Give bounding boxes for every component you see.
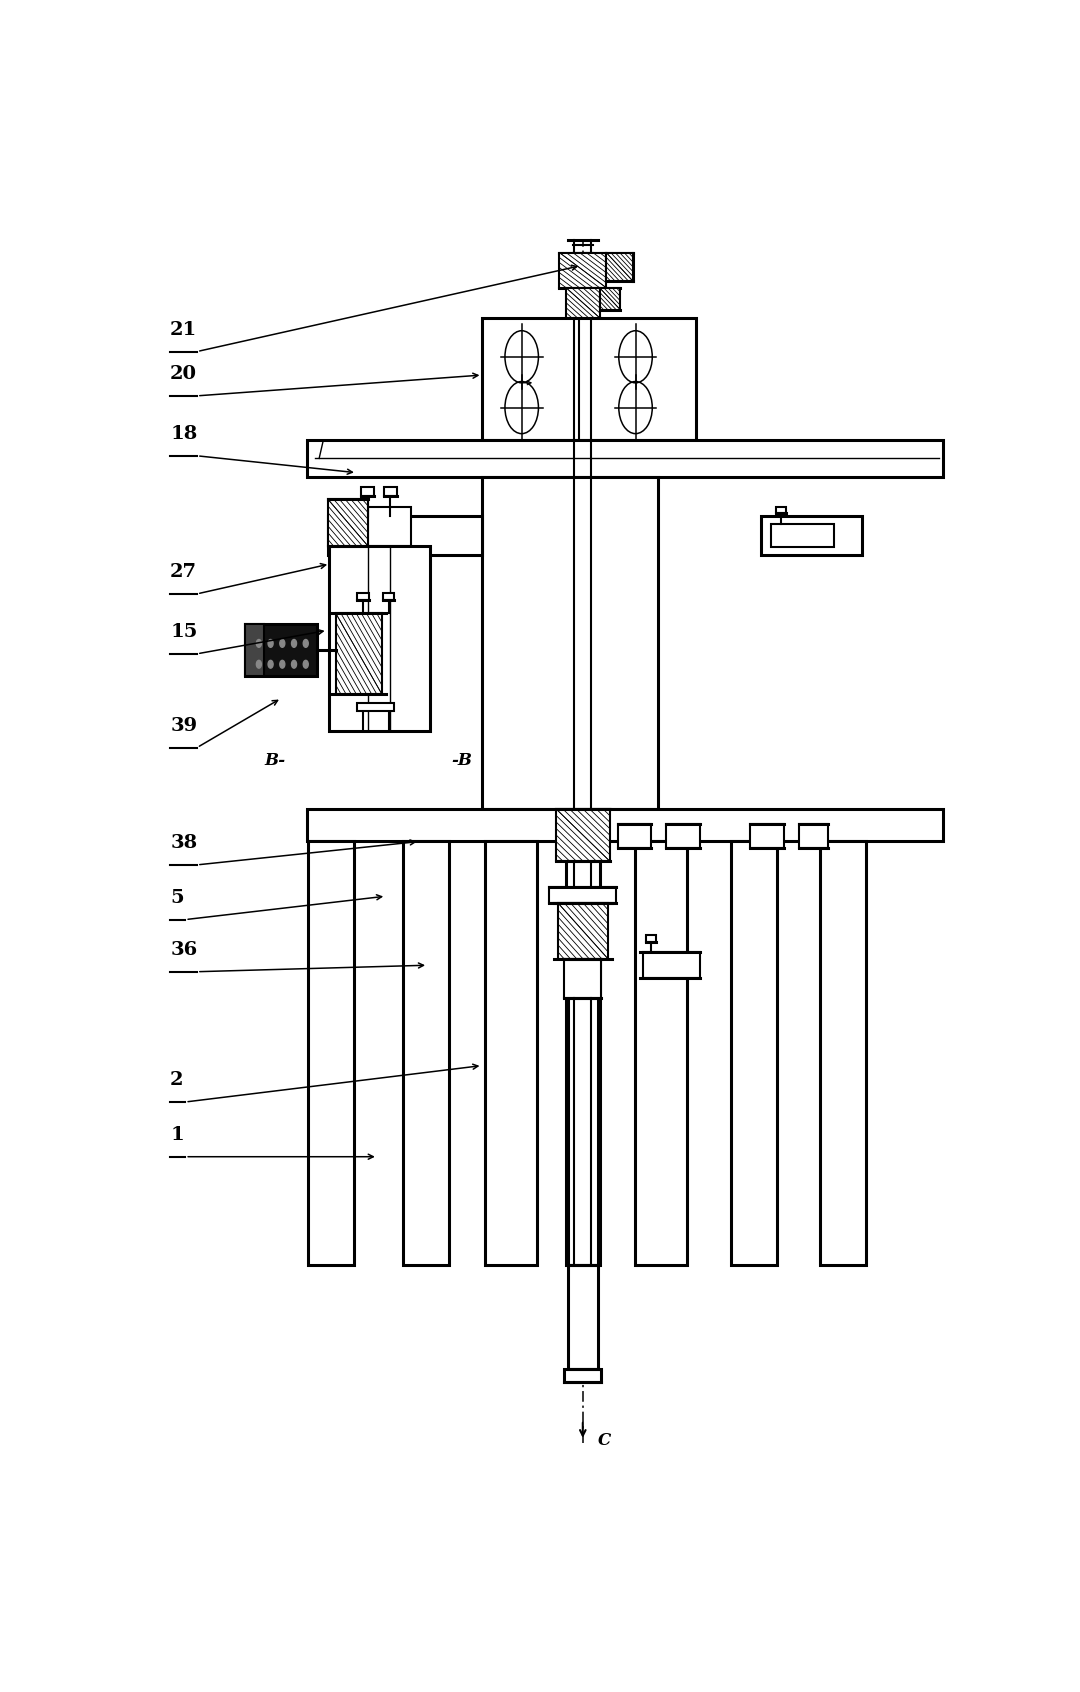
Bar bbox=[751, 824, 784, 848]
Bar bbox=[643, 953, 700, 978]
Text: 1: 1 bbox=[171, 1125, 184, 1144]
Bar bbox=[327, 499, 367, 547]
Bar bbox=[568, 1266, 598, 1369]
Bar bbox=[382, 592, 394, 601]
Bar bbox=[771, 523, 834, 547]
Bar bbox=[367, 506, 411, 547]
Circle shape bbox=[280, 660, 285, 668]
Circle shape bbox=[256, 640, 261, 648]
Circle shape bbox=[268, 660, 273, 668]
Text: 38: 38 bbox=[171, 834, 198, 851]
Circle shape bbox=[268, 640, 273, 648]
Bar bbox=[568, 998, 598, 1266]
Text: 21: 21 bbox=[171, 320, 198, 338]
Bar bbox=[483, 318, 696, 440]
Bar bbox=[356, 592, 368, 601]
Bar bbox=[777, 506, 786, 513]
Bar bbox=[820, 841, 866, 1266]
Bar bbox=[565, 959, 602, 998]
Bar bbox=[635, 841, 687, 1266]
Circle shape bbox=[292, 640, 297, 648]
Bar bbox=[647, 936, 657, 942]
Bar bbox=[566, 288, 599, 318]
Bar bbox=[566, 861, 599, 1266]
Text: 2: 2 bbox=[171, 1071, 184, 1090]
Bar bbox=[329, 547, 430, 731]
Bar bbox=[403, 841, 449, 1266]
Bar bbox=[308, 841, 354, 1266]
Circle shape bbox=[280, 640, 285, 648]
Bar bbox=[245, 624, 316, 677]
Bar bbox=[327, 516, 483, 555]
Bar bbox=[799, 824, 828, 848]
Bar bbox=[557, 902, 608, 959]
Circle shape bbox=[256, 660, 261, 668]
Text: 18: 18 bbox=[171, 425, 198, 443]
Text: 36: 36 bbox=[171, 941, 198, 959]
Bar bbox=[336, 614, 382, 694]
Bar bbox=[559, 252, 606, 288]
Bar bbox=[307, 809, 943, 841]
Bar bbox=[731, 841, 777, 1266]
Text: 20: 20 bbox=[171, 365, 198, 382]
Bar bbox=[618, 824, 651, 848]
Bar bbox=[356, 704, 394, 711]
Bar bbox=[361, 487, 375, 496]
Bar bbox=[245, 624, 264, 677]
Bar bbox=[383, 487, 397, 496]
Circle shape bbox=[303, 640, 308, 648]
Text: 39: 39 bbox=[171, 717, 198, 734]
Bar bbox=[307, 440, 943, 477]
Bar bbox=[550, 887, 617, 902]
Text: -B: -B bbox=[451, 753, 472, 770]
Circle shape bbox=[292, 660, 297, 668]
Text: C: C bbox=[598, 1431, 611, 1450]
Bar bbox=[761, 516, 862, 555]
Bar bbox=[565, 1369, 602, 1382]
Text: B-: B- bbox=[265, 753, 286, 770]
Bar bbox=[485, 841, 537, 1266]
Bar bbox=[666, 824, 700, 848]
Circle shape bbox=[303, 660, 308, 668]
Bar bbox=[599, 288, 621, 310]
Bar bbox=[483, 477, 658, 809]
Text: 5: 5 bbox=[171, 888, 184, 907]
Bar bbox=[606, 252, 633, 281]
Text: 27: 27 bbox=[171, 563, 198, 580]
Text: 15: 15 bbox=[171, 623, 198, 641]
Bar bbox=[556, 809, 609, 861]
